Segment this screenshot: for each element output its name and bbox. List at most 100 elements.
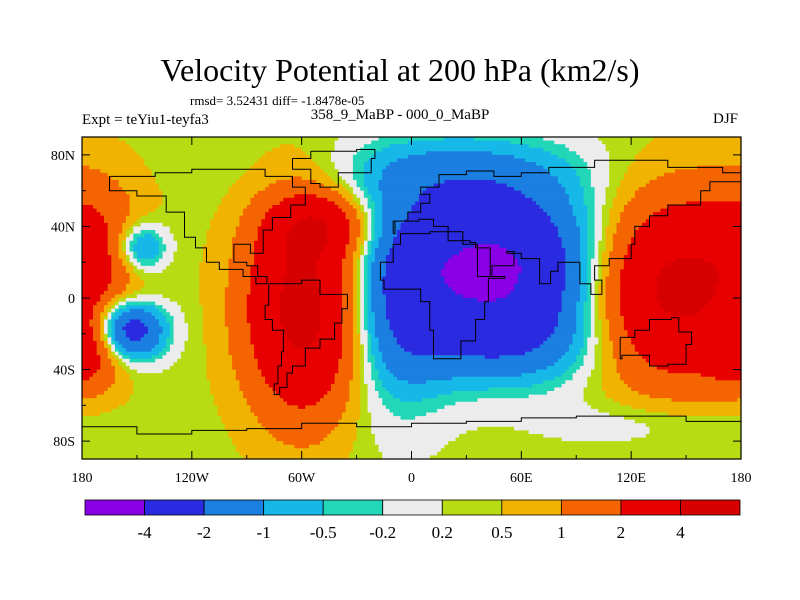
field-cell	[224, 194, 255, 199]
field-cell	[341, 194, 354, 199]
field-cell	[206, 358, 233, 363]
field-cell	[385, 165, 544, 170]
field-cell	[367, 212, 372, 217]
field-cell	[627, 201, 687, 206]
field-cell	[319, 315, 343, 321]
field-cell	[605, 290, 621, 296]
field-cell	[561, 308, 577, 313]
field-cell	[598, 340, 603, 346]
field-cell	[334, 144, 365, 149]
field-cell	[590, 312, 596, 317]
field-cell	[667, 369, 742, 374]
field-cell	[188, 326, 204, 331]
field-cell	[382, 208, 413, 213]
field-cell	[158, 308, 167, 313]
field-cell	[92, 315, 101, 321]
field-cell	[572, 376, 588, 381]
field-cell	[612, 348, 636, 353]
field-cell	[576, 358, 585, 363]
field-cell	[521, 265, 566, 270]
field-cell	[583, 201, 596, 206]
field-cell	[363, 362, 372, 367]
field-cell	[601, 262, 610, 267]
field-cell	[565, 351, 581, 356]
field-cell	[627, 247, 742, 253]
field-cell	[382, 398, 402, 403]
field-cell	[605, 312, 621, 317]
field-cell	[173, 326, 189, 331]
field-cell	[221, 416, 259, 421]
y-tick-label: 0	[68, 292, 75, 307]
field-cell	[385, 262, 446, 267]
field-cell	[268, 383, 332, 389]
field-cell	[400, 344, 541, 349]
field-cell	[601, 219, 610, 224]
field-cell	[583, 344, 588, 349]
field-cell	[601, 344, 614, 349]
field-cell	[539, 204, 574, 210]
field-cell	[594, 323, 603, 328]
field-cell	[82, 330, 94, 335]
field-cell	[356, 179, 365, 185]
field-cell	[246, 298, 281, 303]
field-cell	[371, 140, 409, 145]
field-cell	[455, 401, 588, 406]
field-cell	[371, 348, 380, 353]
field-cell	[363, 165, 387, 170]
field-cell	[133, 391, 211, 396]
field-cell	[202, 333, 230, 338]
field-cell	[378, 448, 442, 453]
field-cell	[125, 240, 131, 245]
field-cell	[389, 391, 453, 396]
field-cell	[444, 276, 519, 281]
field-cell	[583, 194, 596, 199]
field-cell	[601, 380, 625, 385]
field-cell	[371, 290, 383, 296]
field-cell	[360, 365, 365, 371]
field-cell	[133, 237, 138, 242]
field-cell	[367, 326, 376, 331]
field-cell	[334, 426, 358, 431]
colorbar-label: 0.5	[491, 523, 512, 542]
field-cell	[316, 330, 343, 335]
field-cell	[345, 405, 361, 410]
field-cell	[316, 194, 343, 199]
field-cell	[367, 401, 383, 406]
field-cell	[367, 315, 376, 321]
field-cell	[590, 373, 603, 378]
field-cell	[82, 222, 109, 228]
field-cell	[129, 258, 138, 263]
field-cell	[166, 319, 175, 324]
field-cell	[228, 351, 255, 356]
field-cell	[100, 333, 105, 338]
field-cell	[202, 340, 230, 346]
field-cell	[656, 176, 742, 181]
field-cell	[169, 333, 175, 338]
field-cell	[169, 330, 175, 335]
field-cell	[184, 344, 208, 349]
field-cell	[345, 212, 358, 217]
field-cell	[568, 365, 581, 371]
field-cell	[228, 283, 252, 288]
field-cell	[82, 280, 112, 285]
field-cell	[188, 323, 204, 328]
field-cell	[356, 419, 372, 424]
field-cell	[166, 351, 182, 356]
field-cell	[374, 222, 383, 228]
field-cell	[374, 208, 383, 213]
field-cell	[349, 240, 358, 245]
field-cell	[455, 437, 563, 442]
field-cell	[605, 230, 618, 235]
field-cell	[228, 269, 252, 274]
field-cell	[327, 230, 350, 235]
field-cell	[125, 301, 156, 306]
field-cell	[217, 204, 248, 210]
field-cell	[653, 137, 742, 142]
field-cell	[166, 337, 175, 342]
field-cell	[202, 305, 226, 310]
field-cell	[92, 330, 101, 335]
field-cell	[371, 308, 387, 313]
field-cell	[499, 355, 563, 360]
field-cell	[352, 301, 358, 306]
field-cell	[371, 215, 376, 220]
